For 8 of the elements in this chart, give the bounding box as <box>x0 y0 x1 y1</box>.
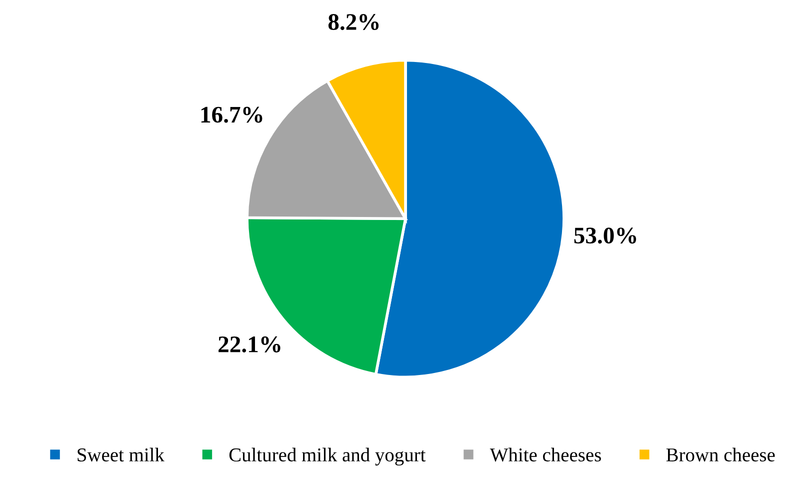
data-label: 8.2% <box>328 14 379 30</box>
data-label: 16.7% <box>201 106 262 123</box>
legend-label: Cultured milk and yogurt <box>229 448 426 466</box>
data-label: 22.1% <box>218 336 280 352</box>
legend-label: Brown cheese <box>666 448 775 462</box>
legend-label: Sweet milk <box>78 448 164 462</box>
legend-label: White cheeses <box>490 448 601 462</box>
data-label: 53.0% <box>574 228 636 244</box>
